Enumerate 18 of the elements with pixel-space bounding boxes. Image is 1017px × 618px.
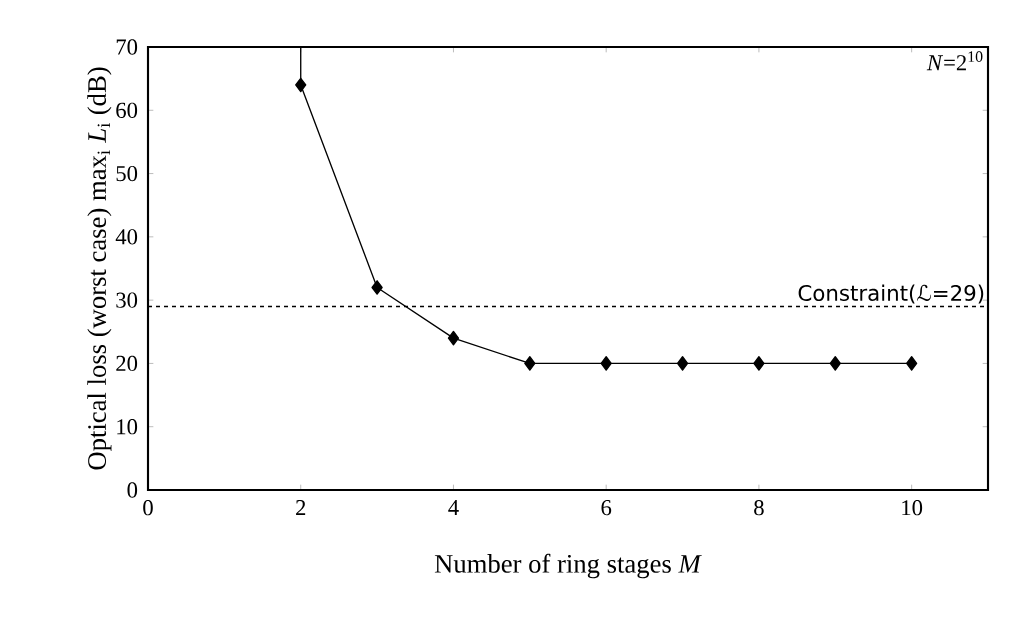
x-tick-label: 8 [754, 500, 764, 516]
y-axis-title: Optical loss (worst case) max$_{i}$ L$_{i}$ (dB) [87, 67, 112, 470]
y-tick-label: 0 [127, 482, 138, 498]
y-tick-label: 60 [116, 102, 138, 118]
annotation: N=2$^{10}$ [926, 51, 983, 71]
ref-line-label: Constraint(ℒ=29) [798, 284, 984, 304]
y-tick-label: 70 [116, 39, 138, 55]
y-tick-label: 40 [115, 229, 138, 245]
y-tick-label: 30 [116, 292, 138, 308]
x-axis-title: Number of ring stages M [434, 553, 702, 579]
x-tick-label: 2 [296, 500, 306, 516]
x-tick-label: 6 [601, 500, 612, 516]
x-tick-label: 10 [902, 500, 923, 516]
y-tick-label: 20 [116, 355, 138, 372]
y-tick-label: 10 [117, 419, 138, 435]
y-tick-label: 50 [116, 165, 138, 182]
x-tick-label: 0 [143, 500, 153, 516]
x-tick-label: 4 [448, 500, 459, 515]
